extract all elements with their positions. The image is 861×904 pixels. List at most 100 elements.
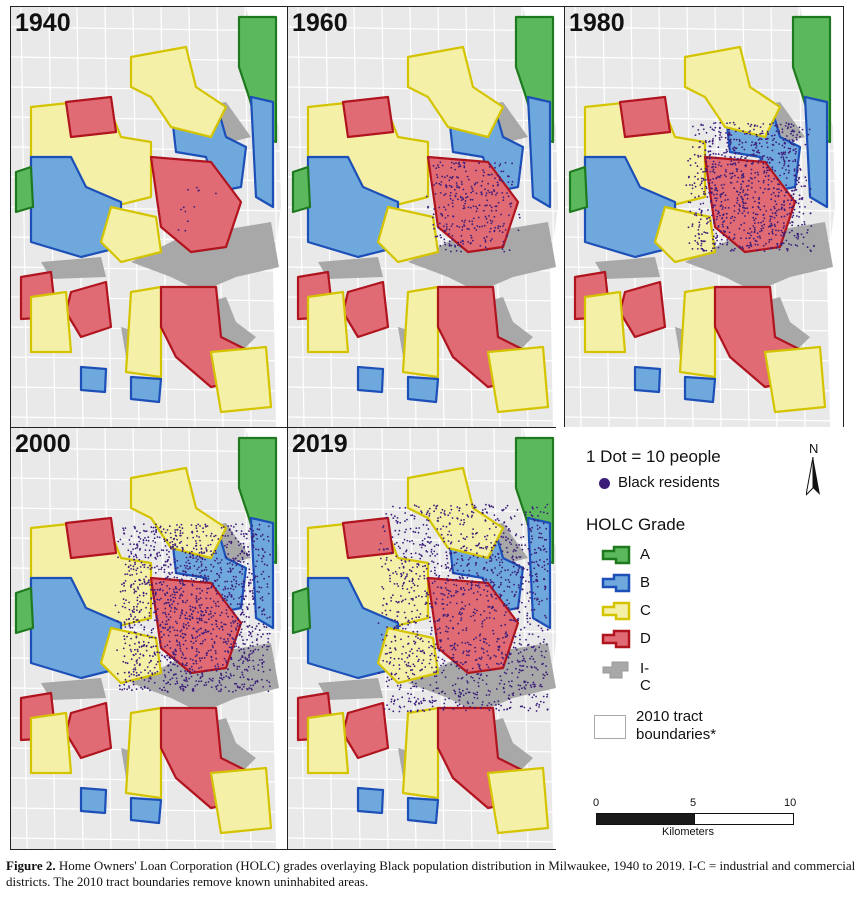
population-dot	[704, 170, 706, 173]
population-dot	[766, 137, 769, 140]
holc-zone-a	[14, 586, 35, 635]
population-dot	[201, 632, 203, 635]
population-dot	[161, 566, 163, 569]
population-dot	[517, 606, 520, 609]
population-dot	[184, 601, 187, 604]
population-dot	[475, 658, 478, 661]
population-dot	[248, 630, 251, 633]
population-dot	[746, 194, 749, 196]
population-dot	[402, 645, 405, 648]
population-dot	[433, 227, 435, 230]
population-dot	[182, 685, 185, 688]
population-dot	[483, 224, 486, 227]
population-dot	[472, 511, 475, 514]
population-dot	[209, 612, 212, 615]
population-dot	[481, 620, 484, 623]
ic-district	[131, 643, 279, 713]
population-dot	[266, 583, 269, 585]
population-dot	[163, 674, 166, 677]
population-dot	[164, 564, 167, 567]
population-dot	[763, 179, 765, 182]
population-dot	[719, 134, 721, 136]
population-dot	[442, 607, 445, 610]
population-dot	[525, 648, 528, 651]
population-dot	[534, 593, 537, 595]
population-dot	[437, 544, 440, 547]
map-panel-1940: 1940	[11, 7, 288, 428]
population-dot	[444, 193, 447, 195]
population-dot	[698, 208, 701, 211]
population-dot	[205, 525, 207, 528]
population-dot	[459, 577, 462, 580]
population-dot	[529, 511, 531, 514]
population-dot	[716, 236, 718, 239]
population-dot	[234, 689, 237, 692]
holc-zone-c	[306, 711, 350, 775]
population-dot	[136, 609, 138, 612]
population-dot	[409, 669, 412, 672]
population-dot	[473, 638, 475, 641]
population-dot	[407, 692, 409, 695]
population-dot	[390, 552, 393, 554]
population-dot	[240, 530, 243, 532]
population-dot	[781, 231, 784, 234]
population-dot	[236, 603, 239, 606]
population-dot	[411, 669, 414, 671]
population-dot	[171, 540, 174, 543]
population-dot	[467, 702, 470, 705]
population-dot	[712, 204, 715, 207]
population-dot	[778, 188, 780, 191]
population-dot	[393, 635, 396, 637]
population-dot	[155, 663, 158, 666]
population-dot	[133, 592, 136, 594]
population-dot	[429, 684, 432, 686]
holc-zone-d	[341, 95, 395, 139]
population-dot	[544, 588, 546, 591]
population-dot	[431, 560, 433, 563]
population-dot	[467, 563, 469, 566]
population-dot	[732, 238, 735, 241]
population-dot	[532, 507, 534, 510]
population-dot	[519, 556, 522, 558]
scale-tick-5: 5	[690, 797, 697, 809]
population-dot	[695, 212, 697, 215]
population-dot	[450, 244, 453, 247]
population-dot	[241, 523, 244, 526]
population-dot	[745, 185, 748, 188]
population-dot	[519, 705, 522, 708]
population-dot	[691, 248, 694, 250]
population-dot	[798, 126, 801, 129]
population-dot	[539, 511, 542, 513]
population-dot	[522, 659, 525, 662]
population-dot	[527, 643, 530, 646]
population-dot	[711, 181, 714, 184]
population-dot	[394, 673, 396, 676]
population-dot	[224, 586, 226, 588]
population-dot	[195, 597, 198, 600]
population-dot	[790, 132, 792, 135]
population-dot	[240, 613, 243, 616]
population-dot	[700, 247, 703, 250]
population-dot	[159, 641, 161, 644]
population-dot	[465, 629, 468, 632]
population-dot	[772, 187, 775, 190]
population-dot	[241, 662, 244, 664]
population-dot	[454, 692, 457, 695]
population-dot	[142, 539, 145, 542]
population-dot	[462, 689, 464, 692]
population-dot	[712, 242, 714, 245]
population-dot	[542, 662, 544, 665]
population-dot	[210, 686, 213, 688]
population-dot	[486, 650, 489, 653]
population-dot	[124, 642, 127, 645]
population-dot	[190, 524, 193, 526]
population-dot	[164, 623, 167, 626]
population-dot	[720, 184, 723, 187]
population-dot	[167, 613, 170, 616]
population-dot	[123, 688, 126, 690]
population-dot	[451, 175, 454, 178]
population-dot	[740, 183, 742, 186]
population-dot	[506, 235, 508, 237]
population-dot	[452, 215, 454, 218]
population-dot	[490, 558, 493, 560]
